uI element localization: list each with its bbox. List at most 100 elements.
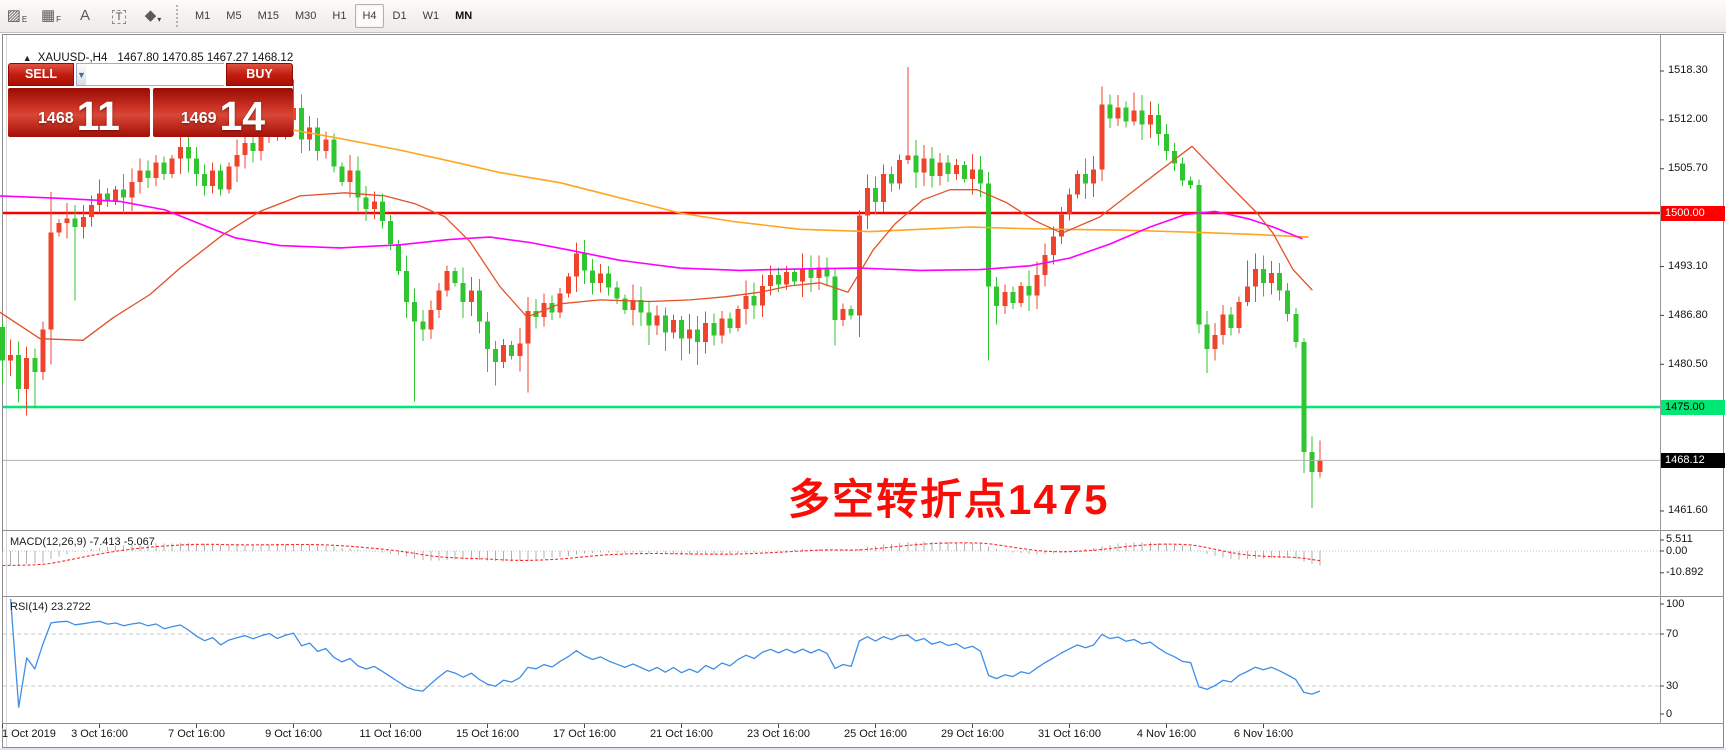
candle-body xyxy=(614,287,620,299)
candle-body xyxy=(913,155,919,173)
candle-body xyxy=(695,329,701,342)
candle-body xyxy=(64,218,70,224)
candle-body xyxy=(897,160,903,184)
candle-body xyxy=(436,290,442,310)
rsi-line xyxy=(9,598,1321,708)
volume-input[interactable] xyxy=(85,64,268,85)
candle-body xyxy=(889,174,895,184)
candle-body xyxy=(646,312,652,326)
timeframe-button-d1[interactable]: D1 xyxy=(386,4,414,28)
hatch-tool-e-icon-sub: E xyxy=(21,15,28,24)
buy-price-points: 14 xyxy=(219,92,266,139)
volume-decrease-button[interactable]: ▼ xyxy=(77,64,86,85)
sell-price-panel[interactable]: 1468 11 xyxy=(8,88,150,137)
candle-body xyxy=(622,298,628,310)
candle-body xyxy=(1220,314,1226,335)
candle-body xyxy=(299,108,305,140)
candle-body xyxy=(290,108,296,120)
candle-body xyxy=(32,358,38,373)
candle-body xyxy=(1293,313,1299,342)
timeframe-button-h1[interactable]: H1 xyxy=(325,4,353,28)
candle-body xyxy=(177,147,183,159)
candle-body xyxy=(1163,133,1169,151)
timeframe-button-m1[interactable]: M1 xyxy=(188,4,217,28)
macd-axis-label: 0.00 xyxy=(1666,544,1688,557)
price-badge-146812: 1468.12 xyxy=(1661,452,1725,468)
candle-body xyxy=(1277,272,1283,291)
time-axis-label: 15 Oct 16:00 xyxy=(456,728,519,740)
toolbar-text-a-icon[interactable]: A xyxy=(69,3,101,29)
candle-body xyxy=(670,320,676,333)
timeframe-button-m15[interactable]: M15 xyxy=(251,4,286,28)
candle-body xyxy=(832,276,838,321)
candle-body xyxy=(735,309,741,328)
candle-body xyxy=(727,318,733,328)
buy-price-panel[interactable]: 1469 14 xyxy=(153,88,293,137)
candle-body xyxy=(921,158,927,173)
buy-button[interactable]: BUY xyxy=(226,63,293,86)
time-axis-label: 11 Oct 16:00 xyxy=(359,728,422,740)
macd-signal-line xyxy=(2,542,1321,567)
arrow-tools-icon: ◆ xyxy=(144,7,157,24)
toolbar-textbox-t-icon[interactable]: T xyxy=(103,4,135,30)
candle-body xyxy=(743,296,749,310)
candle-body xyxy=(840,309,846,321)
ma-mid-magenta xyxy=(0,195,1303,272)
rsi-axis-label: 30 xyxy=(1666,679,1679,692)
candle-body xyxy=(1075,174,1081,195)
candle-body xyxy=(484,321,490,349)
timeframe-button-m5[interactable]: M5 xyxy=(219,4,248,28)
toolbar-arrow-tools-icon[interactable]: ◆ ▾ xyxy=(137,2,169,28)
candle-body xyxy=(48,232,54,330)
timeframe-buttons-group: M1 M5 M15 M30 H1 H4 D1 W1 MN xyxy=(187,4,480,28)
chart-annotation-text: 多空转折点1475 xyxy=(788,476,1110,523)
candle-body xyxy=(1018,285,1024,304)
grid-tool-f-icon: ▦ xyxy=(40,7,56,24)
candle-body xyxy=(72,218,78,227)
sell-button[interactable]: SELL xyxy=(8,63,74,86)
candle-body xyxy=(1050,236,1056,255)
candle-body xyxy=(767,275,773,286)
candle-body xyxy=(719,318,725,336)
candle-body xyxy=(501,344,507,362)
candle-body xyxy=(937,162,943,176)
toolbar-grip[interactable] xyxy=(176,5,179,27)
candle-body xyxy=(129,181,135,198)
candle-body xyxy=(565,276,571,294)
price-axis-label: 1480.50 xyxy=(1668,357,1708,370)
candle-body xyxy=(549,303,555,313)
candle-body xyxy=(355,170,361,198)
timeframe-button-w1[interactable]: W1 xyxy=(416,4,447,28)
candle-body xyxy=(573,253,579,277)
candle-body xyxy=(404,271,410,303)
candle-body xyxy=(8,355,14,361)
sell-price-handle: 1468 xyxy=(38,110,74,127)
candle-body xyxy=(258,135,264,151)
candle-body xyxy=(969,169,975,179)
macd-axis-label: 5.511 xyxy=(1666,533,1693,546)
candle-body xyxy=(598,273,604,283)
timeframe-button-m30[interactable]: M30 xyxy=(288,4,323,28)
candle-body xyxy=(1010,292,1016,304)
candle-body xyxy=(412,302,418,322)
rsi-axis-label: 100 xyxy=(1666,597,1685,610)
candle-body xyxy=(226,166,232,190)
candle-body xyxy=(16,355,22,390)
candle-body xyxy=(751,296,757,306)
panel-collapse-icon[interactable]: ▲ xyxy=(22,53,32,63)
candle-body xyxy=(1139,110,1145,125)
toolbar-hatch-tool-e-icon[interactable]: ▨ E xyxy=(1,2,33,28)
rsi-axis-label: 0 xyxy=(1666,707,1673,720)
candle-body xyxy=(210,170,216,186)
candle-body xyxy=(824,267,830,277)
candle-body xyxy=(856,215,862,316)
candle-body xyxy=(1236,302,1242,328)
grid-tool-f-icon-sub: F xyxy=(56,15,62,24)
toolbar-grid-tool-f-icon[interactable]: ▦ F xyxy=(35,2,67,28)
timeframe-button-mn[interactable]: MN xyxy=(448,4,479,28)
timeframe-button-h4[interactable]: H4 xyxy=(355,4,384,28)
candle-body xyxy=(872,188,878,203)
candle-body xyxy=(113,189,119,202)
candle-body xyxy=(137,170,143,182)
